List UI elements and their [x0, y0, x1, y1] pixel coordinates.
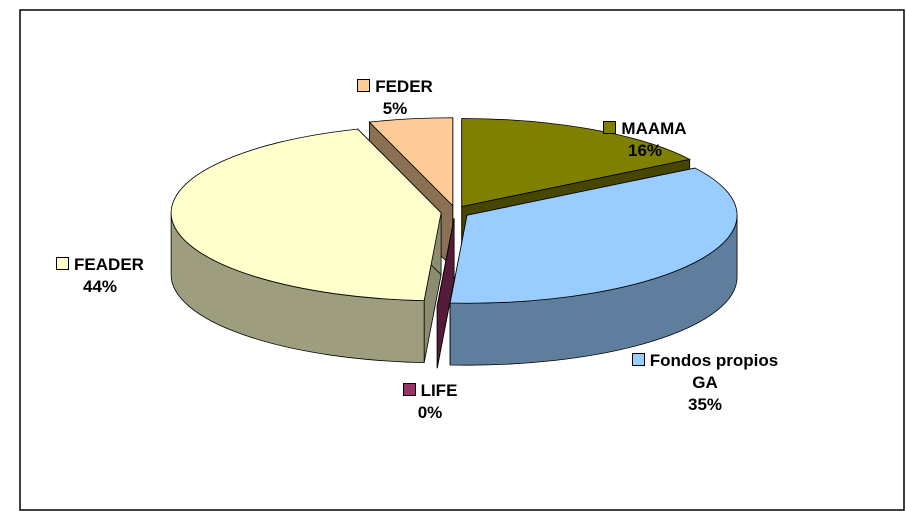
data-label: FEDER 5%	[340, 76, 450, 120]
slice-top	[368, 117, 454, 207]
data-label: FEADER 44%	[30, 254, 170, 298]
legend-swatch	[603, 121, 617, 134]
category-label: MAAMA	[621, 119, 687, 138]
category-label: LIFE	[420, 381, 458, 400]
data-label: LIFE 0%	[370, 380, 490, 424]
value-label: 5%	[382, 99, 408, 118]
slice-top	[170, 128, 442, 302]
legend-swatch	[631, 353, 645, 366]
value-label: 0%	[417, 403, 443, 422]
slice-top	[461, 118, 691, 207]
category-label: Fondos propios GA	[649, 351, 779, 392]
category-label: FEDER	[375, 77, 433, 96]
pie-slice	[436, 218, 455, 369]
category-label: FEADER	[74, 255, 144, 274]
data-label: Fondos propios GA 35%	[620, 350, 790, 416]
value-label: 44%	[82, 277, 118, 296]
pie-slice	[170, 128, 442, 364]
value-label: 35%	[687, 395, 723, 414]
data-label: MAAMA 16%	[580, 118, 710, 162]
legend-swatch	[357, 79, 371, 92]
value-label: 16%	[627, 141, 663, 160]
legend-swatch	[402, 383, 416, 396]
legend-swatch	[56, 257, 70, 270]
slice-top	[449, 167, 738, 304]
pie-slice	[449, 167, 738, 366]
